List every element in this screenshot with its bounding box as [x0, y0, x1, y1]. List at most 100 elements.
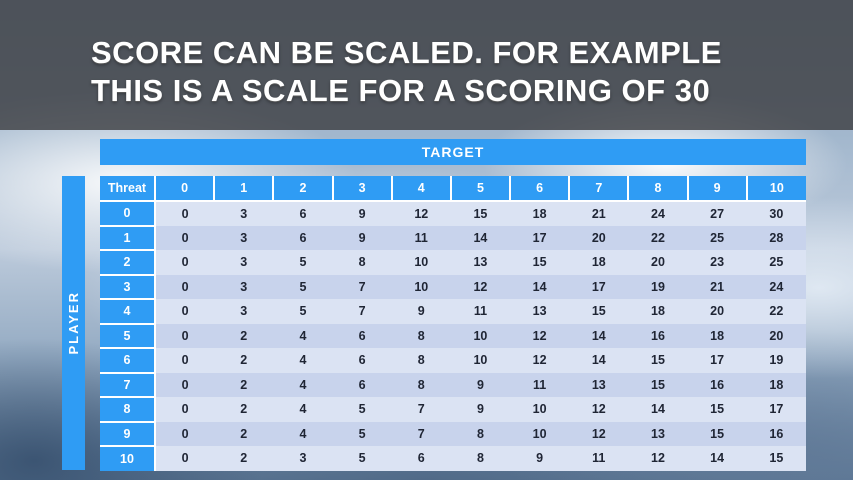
score-cell: 20 — [746, 323, 806, 348]
score-cell: 24 — [746, 274, 806, 299]
score-cell: 13 — [510, 299, 570, 324]
threat-row-label: 7 — [100, 371, 156, 397]
score-cell: 8 — [450, 421, 511, 446]
score-cell: 23 — [687, 250, 747, 275]
player-header: PLAYER — [62, 176, 85, 470]
score-cell: 11 — [391, 225, 451, 250]
score-cell: 20 — [628, 250, 688, 275]
score-cell: 2 — [214, 323, 274, 348]
score-cell: 6 — [391, 446, 451, 471]
score-cell: 4 — [273, 323, 333, 348]
score-cell: 2 — [214, 372, 274, 397]
score-cell: 14 — [450, 225, 511, 250]
title-line-1: SCORE CAN BE SCALED. FOR EXAMPLE — [91, 35, 722, 70]
score-cell: 17 — [510, 225, 570, 250]
score-cell: 2 — [214, 348, 274, 373]
score-cell: 7 — [332, 274, 392, 299]
threat-row-label: 5 — [100, 322, 156, 348]
score-cell: 28 — [746, 225, 806, 250]
score-cell: 18 — [628, 299, 688, 324]
score-cell: 11 — [450, 299, 511, 324]
score-cell: 6 — [273, 201, 333, 226]
score-cell: 14 — [510, 274, 570, 299]
score-cell: 5 — [332, 446, 392, 471]
score-cell: 21 — [687, 274, 747, 299]
table-row: 5 0 2 4 6 8 10 12 14 16 18 20 — [100, 322, 806, 348]
score-cell: 12 — [510, 323, 570, 348]
score-cell: 15 — [450, 201, 511, 226]
score-cell: 3 — [273, 446, 333, 471]
score-cell: 3 — [214, 274, 274, 299]
target-col-header: 9 — [686, 176, 747, 202]
threat-label: Threat — [100, 176, 155, 202]
threat-header-row: Threat 0 1 2 3 4 5 6 7 8 9 10 — [100, 176, 806, 202]
table-row: 2 0 3 5 8 10 13 15 18 20 23 25 — [100, 249, 806, 275]
score-cell: 22 — [746, 299, 806, 324]
target-col-header: 0 — [153, 176, 215, 202]
score-cell: 12 — [569, 421, 629, 446]
score-cell: 25 — [687, 225, 747, 250]
table-row: 8 0 2 4 5 7 9 10 12 14 15 17 — [100, 396, 806, 422]
score-cell: 20 — [687, 299, 747, 324]
threat-row-label: 8 — [100, 396, 156, 422]
score-cell: 17 — [569, 274, 629, 299]
score-cell: 17 — [687, 348, 747, 373]
target-col-header: 7 — [568, 176, 629, 202]
score-cell: 12 — [628, 446, 688, 471]
score-cell: 0 — [155, 250, 215, 275]
score-cell: 12 — [391, 201, 451, 226]
score-cell: 0 — [155, 372, 215, 397]
score-cell: 0 — [155, 348, 215, 373]
score-cell: 9 — [450, 372, 511, 397]
threat-row-label: 0 — [100, 201, 156, 226]
table-row: 10 0 2 3 5 6 8 9 11 12 14 15 — [100, 445, 806, 471]
threat-row-label: 1 — [100, 224, 156, 250]
title-line-2: THIS IS A SCALE FOR A SCORING OF 30 — [91, 72, 711, 108]
score-cell: 2 — [214, 421, 274, 446]
target-col-header: 1 — [213, 176, 274, 202]
score-cell: 5 — [332, 397, 392, 422]
player-header-label: PLAYER — [66, 291, 81, 355]
table-row: 1 0 3 6 9 11 14 17 20 22 25 28 — [100, 224, 806, 250]
threat-row-label: 9 — [100, 420, 156, 446]
score-cell: 19 — [746, 348, 806, 373]
score-cell: 4 — [273, 372, 333, 397]
score-cell: 16 — [746, 421, 806, 446]
score-cell: 9 — [450, 397, 511, 422]
score-cell: 4 — [273, 397, 333, 422]
target-col-header: 3 — [331, 176, 392, 202]
score-cell: 25 — [746, 250, 806, 275]
score-cell: 3 — [214, 225, 274, 250]
score-cell: 0 — [155, 446, 215, 471]
table-row: 4 0 3 5 7 9 11 13 15 18 20 22 — [100, 298, 806, 324]
target-col-header: 5 — [449, 176, 511, 202]
scoring-table-container: Threat 0 1 2 3 4 5 6 7 8 9 10 0 0 3 6 9 12 15 18 21 24 27 30 1 0… — [100, 176, 806, 471]
score-cell: 16 — [687, 372, 747, 397]
slide-title: SCORE CAN BE SCALED. FOR EXAMPLE THIS IS… — [91, 34, 722, 110]
threat-row-label: 10 — [100, 445, 156, 471]
score-cell: 0 — [155, 299, 215, 324]
score-cell: 9 — [510, 446, 570, 471]
score-cell: 6 — [273, 225, 333, 250]
score-cell: 7 — [391, 397, 451, 422]
score-cell: 15 — [746, 446, 806, 471]
score-cell: 8 — [332, 250, 392, 275]
score-cell: 3 — [214, 250, 274, 275]
score-cell: 18 — [510, 201, 570, 226]
table-row: 3 0 3 5 7 10 12 14 17 19 21 24 — [100, 273, 806, 299]
threat-row-label: 6 — [100, 347, 156, 373]
threat-row-label: 4 — [100, 298, 156, 324]
score-cell: 15 — [687, 421, 747, 446]
score-cell: 17 — [746, 397, 806, 422]
target-col-header: 10 — [745, 176, 806, 202]
score-cell: 10 — [391, 250, 451, 275]
score-cell: 9 — [391, 299, 451, 324]
score-cell: 8 — [450, 446, 511, 471]
table-row: 0 0 3 6 9 12 15 18 21 24 27 30 — [100, 201, 806, 226]
score-cell: 14 — [687, 446, 747, 471]
table-row: 9 0 2 4 5 7 8 10 12 13 15 16 — [100, 420, 806, 446]
threat-row-label: 2 — [100, 249, 156, 275]
score-cell: 14 — [569, 323, 629, 348]
title-band: SCORE CAN BE SCALED. FOR EXAMPLE THIS IS… — [0, 0, 853, 130]
